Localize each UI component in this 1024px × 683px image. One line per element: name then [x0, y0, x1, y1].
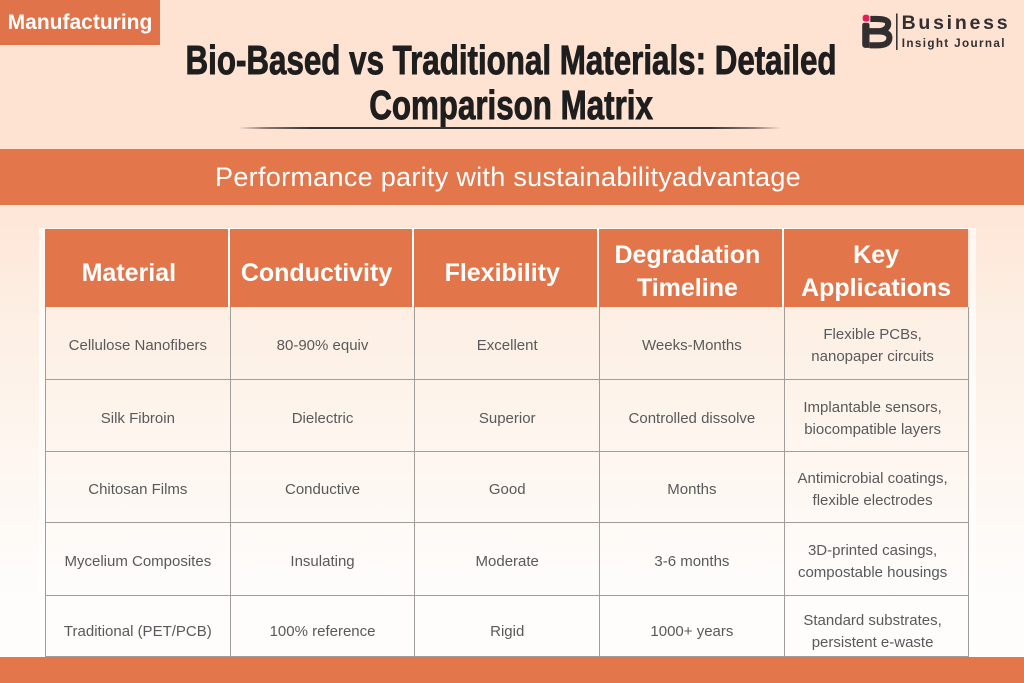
svg-text:Business: Business [902, 12, 1011, 34]
svg-text:Insight Journal: Insight Journal [902, 37, 1006, 50]
